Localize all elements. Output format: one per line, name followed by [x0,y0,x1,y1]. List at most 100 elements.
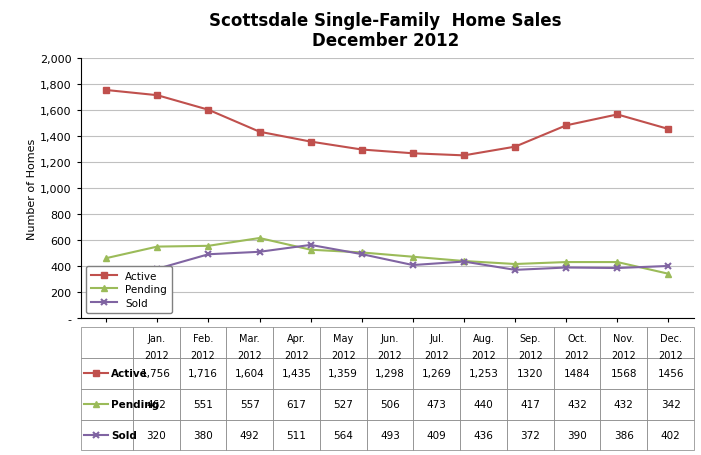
Bar [273,359,320,389]
Bar [507,389,554,420]
Text: 557: 557 [240,399,259,410]
Text: Apr.: Apr. [287,333,306,343]
Bar [179,389,226,420]
Text: Feb.: Feb. [193,333,213,343]
Text: 436: 436 [474,430,494,440]
Bar [647,420,694,450]
Bar [460,328,507,359]
Text: Jun.: Jun. [381,333,399,343]
Y-axis label: Number of Homes: Number of Homes [27,138,37,239]
Bar [554,389,601,420]
Bar [601,359,647,389]
Bar [179,359,226,389]
Text: 1,298: 1,298 [375,369,405,379]
Text: Jul.: Jul. [429,333,444,343]
Text: 2012: 2012 [424,350,449,360]
Text: 492: 492 [240,430,259,440]
Text: 386: 386 [614,430,634,440]
Bar [554,420,601,450]
Bar [460,420,507,450]
Bar [226,328,273,359]
Bar [273,328,320,359]
Text: 432: 432 [567,399,587,410]
Text: Active: Active [111,369,148,379]
Bar [179,328,226,359]
Bar [414,420,460,450]
Text: 2012: 2012 [331,350,355,360]
Text: 473: 473 [427,399,447,410]
Text: 2012: 2012 [378,350,402,360]
Bar [367,359,414,389]
Bar [81,359,132,389]
Bar [647,359,694,389]
Bar [601,420,647,450]
Bar [647,328,694,359]
Text: 1,253: 1,253 [468,369,498,379]
Text: 1456: 1456 [658,369,684,379]
Text: 511: 511 [287,430,306,440]
Text: 1,269: 1,269 [422,369,451,379]
Bar [320,420,367,450]
Bar [367,328,414,359]
Bar [226,359,273,389]
Text: 1320: 1320 [517,369,543,379]
Bar [226,420,273,450]
Bar [273,389,320,420]
Text: 2012: 2012 [565,350,590,360]
Text: 2012: 2012 [191,350,215,360]
Bar [647,389,694,420]
Text: 342: 342 [660,399,681,410]
Bar [81,328,132,359]
Text: Aug.: Aug. [472,333,494,343]
Bar [601,389,647,420]
Text: 2012: 2012 [284,350,309,360]
Text: 2012: 2012 [238,350,262,360]
Text: Dec.: Dec. [660,333,681,343]
Text: 432: 432 [614,399,634,410]
Bar [601,328,647,359]
Text: 1,756: 1,756 [141,369,171,379]
Text: 417: 417 [520,399,540,410]
Bar [367,420,414,450]
Text: 409: 409 [427,430,447,440]
Text: 527: 527 [333,399,353,410]
Bar [414,328,460,359]
Text: 372: 372 [520,430,540,440]
Text: 1,435: 1,435 [282,369,311,379]
Text: Oct.: Oct. [567,333,587,343]
Text: 1,604: 1,604 [235,369,264,379]
Bar [132,389,179,420]
Text: 617: 617 [287,399,306,410]
Bar [81,389,132,420]
Text: Nov.: Nov. [613,333,634,343]
Text: 390: 390 [567,430,587,440]
Text: 380: 380 [193,430,213,440]
Text: 462: 462 [147,399,166,410]
Text: 564: 564 [333,430,353,440]
Text: 1,359: 1,359 [328,369,358,379]
Bar [460,389,507,420]
Bar [507,420,554,450]
Text: 2012: 2012 [144,350,168,360]
Bar [132,420,179,450]
Text: 506: 506 [380,399,400,410]
Bar [507,328,554,359]
Text: Jan.: Jan. [147,333,165,343]
Text: 493: 493 [380,430,400,440]
Text: May: May [333,333,353,343]
Text: 320: 320 [147,430,166,440]
Bar [507,359,554,389]
Text: Mar.: Mar. [239,333,260,343]
Legend: Active, Pending, Sold: Active, Pending, Sold [86,266,172,313]
Bar [226,389,273,420]
Bar [320,389,367,420]
Bar [414,389,460,420]
Text: Sold: Sold [111,430,137,440]
Bar [367,389,414,420]
Text: 1484: 1484 [564,369,590,379]
Text: 402: 402 [661,430,681,440]
Text: 2012: 2012 [611,350,637,360]
Text: 2012: 2012 [471,350,496,360]
Text: 440: 440 [474,399,494,410]
Bar [81,420,132,450]
